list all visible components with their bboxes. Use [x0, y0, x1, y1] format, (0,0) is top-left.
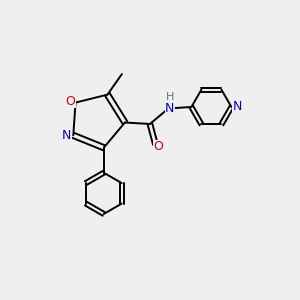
Text: O: O: [65, 94, 75, 108]
Text: N: N: [165, 102, 175, 115]
Text: O: O: [153, 140, 163, 153]
Text: H: H: [166, 92, 174, 102]
Text: N: N: [62, 129, 71, 142]
Text: N: N: [232, 100, 242, 113]
